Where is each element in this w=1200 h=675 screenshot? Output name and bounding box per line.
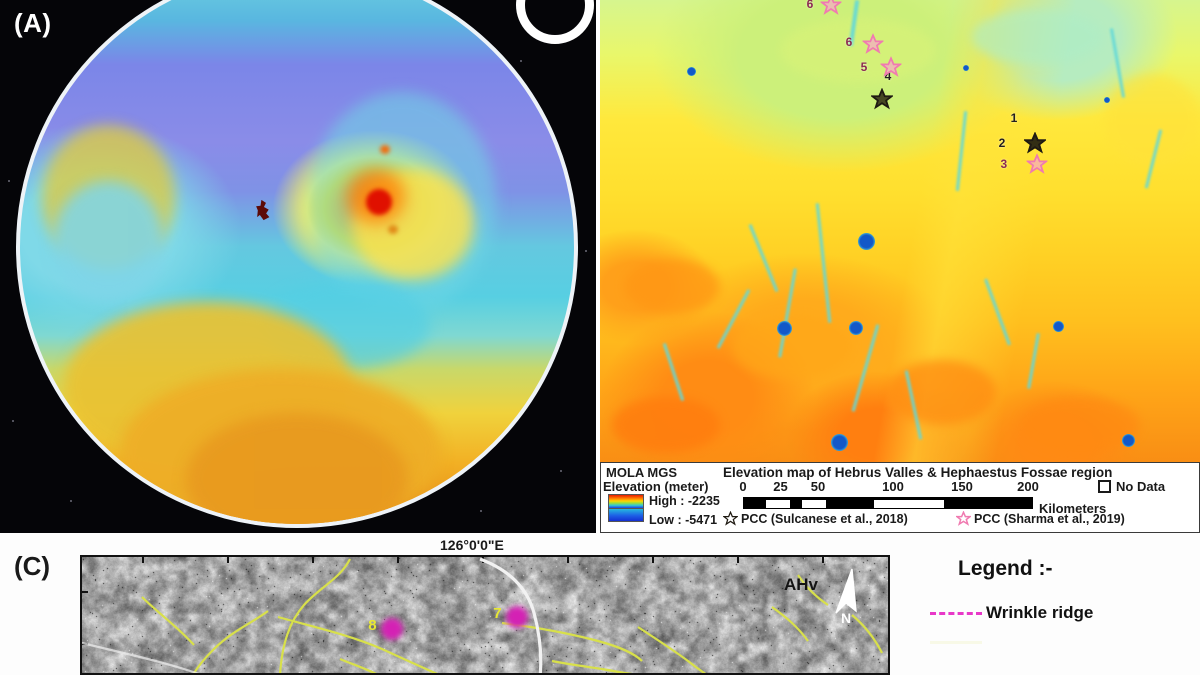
north-label: N	[841, 610, 851, 625]
panel-c-marker-label-7: 7	[493, 605, 501, 622]
scalebar	[743, 497, 1033, 509]
scale-tick-100: 100	[882, 479, 904, 494]
crater	[1053, 321, 1064, 332]
lineament-overlay	[82, 557, 890, 675]
scale-tick-200: 200	[1017, 479, 1039, 494]
panel-b-elevation-map: 1234566 MOLA MGS Elevation (meter) Eleva…	[596, 0, 1200, 533]
panel-a-mars-globe: (A)	[0, 0, 596, 533]
pcc-star-marker-4	[871, 88, 893, 110]
pcc-marker-number-1: 1	[1011, 111, 1018, 125]
ctx-image-frame: 8 7 AHv N	[80, 555, 890, 675]
elevation-units-label: Elevation (meter)	[603, 479, 708, 494]
elysium-mons-peak	[366, 189, 392, 215]
pcc-marker-number-2: 2	[999, 136, 1006, 150]
legend-item-partial	[930, 641, 1200, 644]
north-arrow-icon: N	[826, 563, 870, 625]
elevation-raster: 1234566	[600, 0, 1200, 462]
panel-a-label: (A)	[14, 8, 52, 39]
study-area-marker	[255, 200, 272, 221]
pcc-star-marker-5	[881, 56, 902, 77]
colorbar-high-label: High : -2235	[649, 494, 720, 508]
pcc-marker-number-6b: 6	[807, 0, 814, 11]
scale-tick-50: 50	[811, 479, 825, 494]
elevation-colorbar-low	[608, 509, 644, 522]
scale-tick-150: 150	[951, 479, 973, 494]
pcc-sulcanese-label: PCC (Sulcanese et al., 2018)	[741, 512, 908, 526]
legend-panel-c: Legend :- Wrinkle ridge	[930, 557, 1200, 675]
elevation-colorbar	[608, 494, 644, 509]
pcc-star-marker-6	[863, 33, 884, 54]
no-data-swatch	[1098, 480, 1111, 493]
panel-c-ctx-detail: (C) 126°0'0"E	[0, 533, 1200, 675]
legend-item-wrinkle-ridge: Wrinkle ridge	[930, 603, 1200, 623]
map-title: Elevation map of Hebrus Valles & Hephaes…	[723, 465, 1112, 480]
lineament-swatch	[930, 641, 986, 644]
longitude-label: 126°0'0"E	[440, 537, 504, 553]
scalebar-ticks: 0 25 50 100 150 200	[743, 479, 1043, 495]
crater	[777, 321, 792, 336]
pcc-star-marker-2	[1024, 132, 1046, 154]
pcc-marker-number-3: 3	[1000, 157, 1007, 171]
colorbar-low-label: Low : -5471	[649, 513, 717, 527]
panel-c-marker-label-8: 8	[368, 617, 376, 634]
crater	[831, 434, 848, 451]
pcc-marker-number-6: 6	[846, 35, 853, 49]
secondary-peak-north	[380, 145, 390, 154]
no-data-label: No Data	[1116, 479, 1165, 494]
crater	[687, 67, 696, 76]
sulcanese-star-icon	[723, 511, 738, 529]
mola-source-label: MOLA MGS	[606, 465, 677, 480]
geologic-unit-label: AHv	[784, 575, 818, 595]
crater	[1122, 434, 1135, 447]
scale-tick-0: 0	[739, 479, 746, 494]
scale-tick-25: 25	[773, 479, 787, 494]
crater	[858, 233, 875, 250]
pcc-marker-number-5: 5	[861, 60, 868, 74]
crater	[849, 321, 863, 335]
figure-root: (A)	[0, 0, 1200, 675]
legend-item-label: Wrinkle ridge	[986, 603, 1093, 623]
sharma-star-icon	[956, 511, 971, 529]
pcc-sharma-label: PCC (Sharma et al., 2019)	[974, 512, 1125, 526]
crater	[963, 65, 969, 71]
map-legend-panel-b: MOLA MGS Elevation (meter) Elevation map…	[600, 462, 1200, 533]
legend-title: Legend :-	[958, 557, 1200, 581]
pcc-star-marker-3	[1026, 154, 1047, 175]
crater	[1104, 97, 1110, 103]
wrinkle-ridge-swatch	[930, 612, 986, 615]
pcc-star-marker-6b	[821, 0, 842, 15]
panel-c-label: (C)	[14, 551, 50, 582]
